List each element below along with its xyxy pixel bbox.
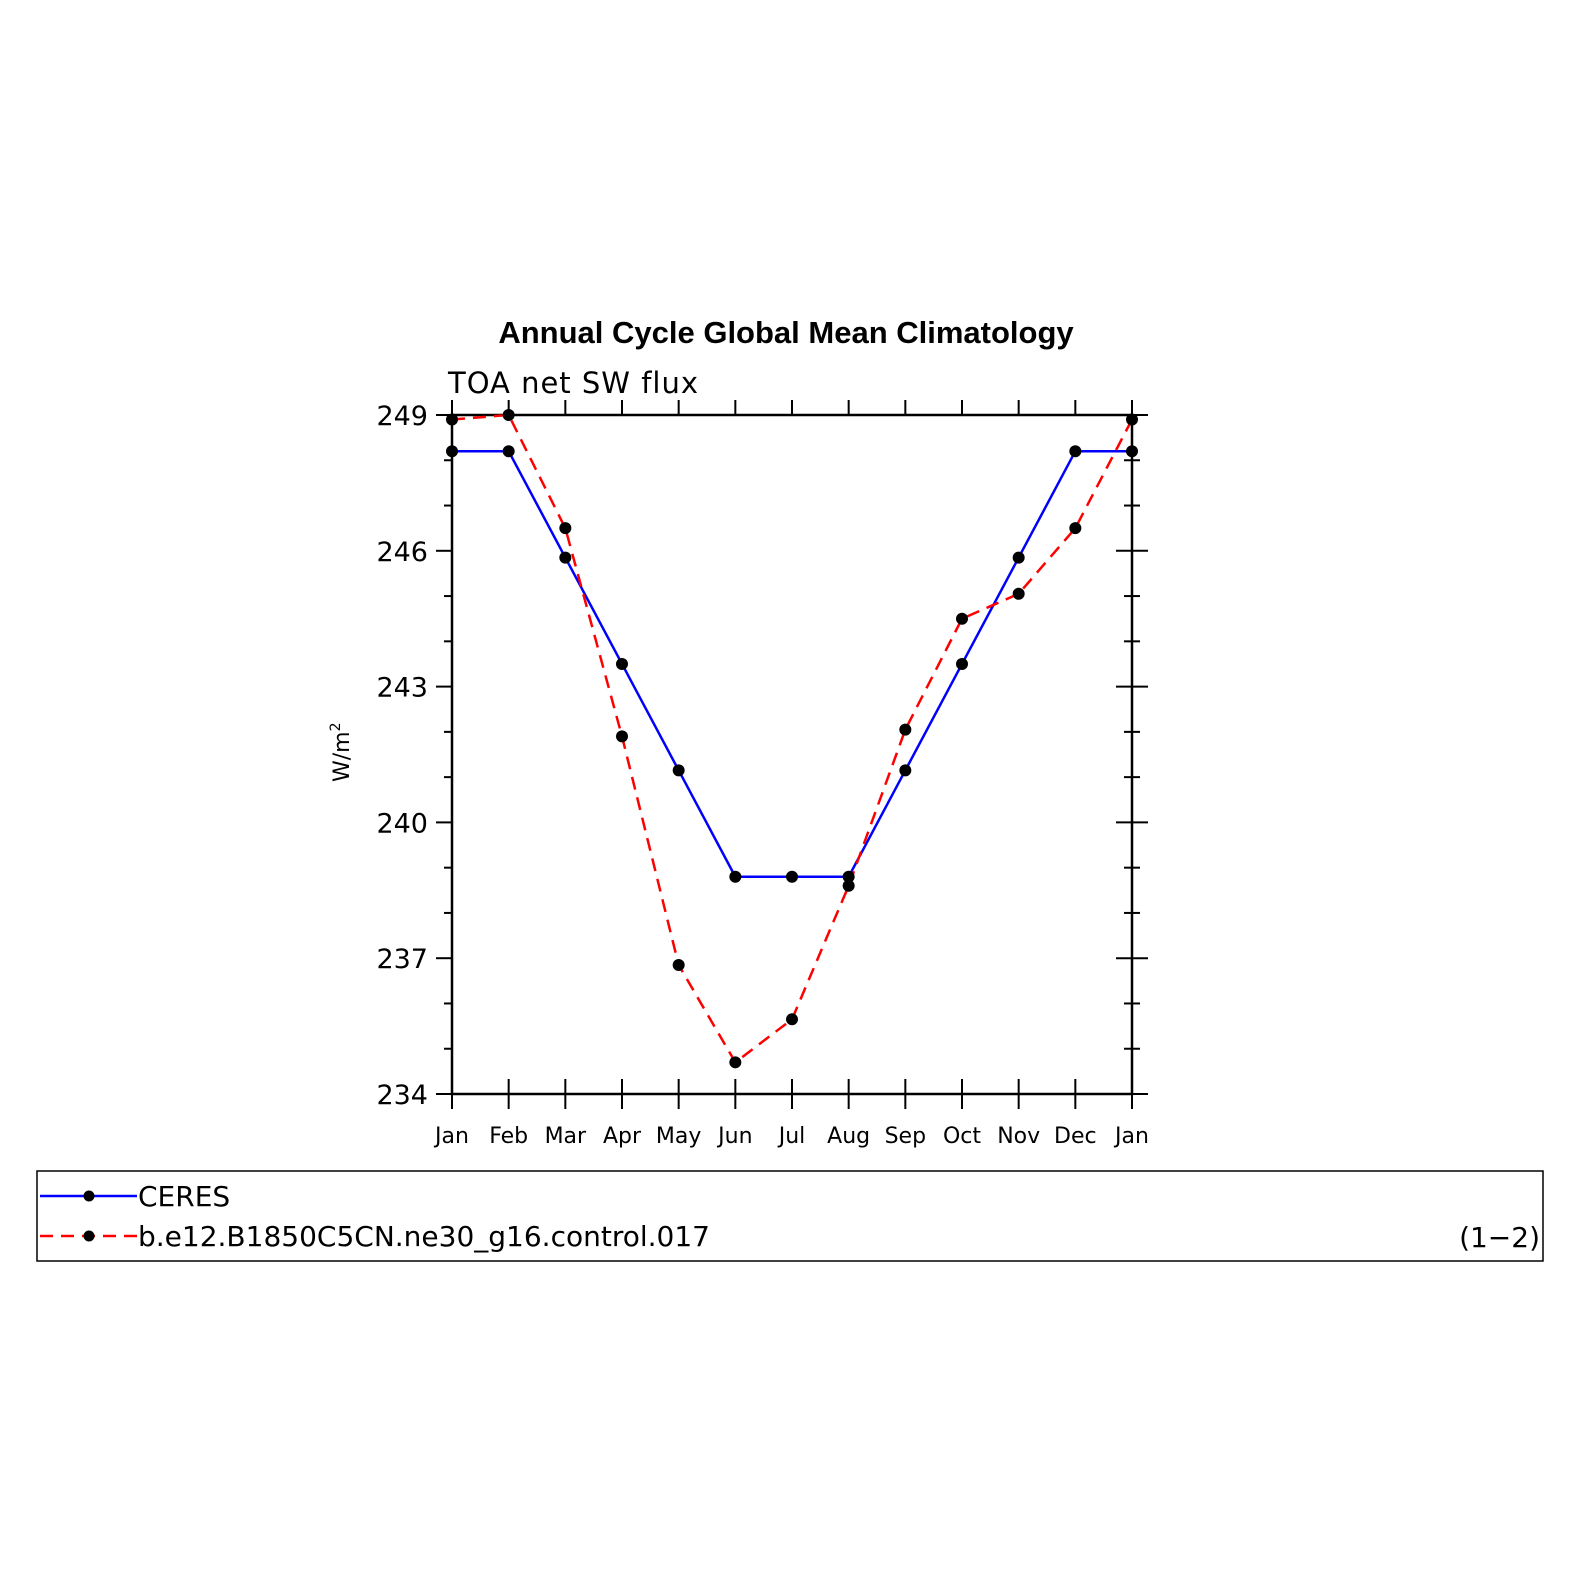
legend-label-ceres: CERES (138, 1180, 230, 1213)
x-tick-label: Mar (545, 1124, 587, 1149)
axis-ticks (436, 400, 1148, 1109)
series-points (446, 409, 1138, 1069)
data-point-series-0 (446, 445, 458, 458)
legend-note: (1−2) (1459, 1221, 1540, 1254)
data-point-series-0 (786, 870, 798, 883)
data-point-series-1 (672, 958, 685, 971)
legend-box (36, 1170, 1544, 1262)
data-point-series-1 (559, 522, 572, 535)
y-tick-label: 240 (376, 808, 428, 839)
y-tick-label: 243 (376, 673, 428, 704)
data-point-series-1 (956, 612, 968, 625)
series-line-0 (452, 449, 1132, 878)
data-point-series-0 (899, 764, 912, 777)
x-tick-label: Oct (943, 1124, 981, 1149)
data-point-series-1 (786, 1013, 798, 1026)
x-tick-label: Feb (489, 1124, 528, 1149)
plot-border (450, 413, 1134, 1096)
data-point-series-0 (1012, 551, 1025, 564)
y-tick-label: 237 (376, 944, 428, 975)
y-tick-label: 249 (376, 401, 428, 432)
data-point-series-1 (1012, 587, 1025, 600)
data-point-series-1 (446, 413, 458, 426)
y-tick-label: 246 (376, 537, 428, 568)
x-tick-labels: Jan Feb Mar Apr May Jun Jul Aug Sep Oct Nov Dec Jan (433, 1124, 1149, 1149)
data-point-series-1 (616, 730, 628, 743)
data-point-series-1 (729, 1056, 742, 1069)
chart-subtitle: TOA net SW flux (447, 366, 699, 400)
chart-title: Annual Cycle Global Mean Climatology (498, 315, 1074, 350)
x-tick-label: Aug (827, 1124, 870, 1149)
data-point-series-0 (672, 764, 685, 777)
data-point-series-0 (956, 657, 968, 670)
plot-frame (450, 413, 1134, 1096)
data-point-series-0 (616, 657, 628, 670)
data-point-series-1 (1069, 522, 1082, 535)
data-point-series-0 (1069, 445, 1082, 458)
y-tick-label: 234 (376, 1080, 428, 1111)
data-point-series-0 (1126, 445, 1138, 458)
x-tick-label: Nov (997, 1124, 1040, 1149)
x-tick-label: Sep (885, 1124, 926, 1149)
x-tick-label: Apr (603, 1124, 642, 1149)
x-tick-label: Jul (777, 1124, 806, 1149)
x-tick-label: May (656, 1124, 701, 1149)
series-line-1 (451, 413, 1134, 1065)
data-point-series-0 (502, 445, 515, 458)
x-tick-label: Dec (1054, 1124, 1097, 1149)
legend-label-model: b.e12.B1850C5CN.ne30_g16.control.017 (138, 1220, 710, 1253)
legend-marker-ceres (83, 1190, 95, 1202)
legend-marker-model (83, 1230, 95, 1242)
legend: CERES b.e12.B1850C5CN.ne30_g16.control.0… (36, 1170, 1544, 1262)
y-axis-label-unit: W/m (330, 731, 355, 782)
data-point-series-0 (559, 551, 572, 564)
data-point-series-1 (502, 409, 515, 421)
data-point-series-0 (842, 870, 855, 883)
data-point-series-1 (899, 723, 912, 736)
y-axis-label-exponent: 2 (328, 722, 344, 731)
y-axis-label: W/m2 (328, 722, 355, 782)
series-lines (451, 413, 1134, 1065)
x-tick-label: Jun (716, 1124, 752, 1149)
data-point-series-1 (842, 879, 855, 892)
y-tick-labels: 234 237 240 243 246 249 (376, 401, 428, 1111)
x-tick-label: Jan (433, 1124, 469, 1149)
x-tick-label: Jan (1113, 1124, 1149, 1149)
data-point-series-0 (729, 870, 742, 883)
data-point-series-1 (1126, 413, 1138, 426)
